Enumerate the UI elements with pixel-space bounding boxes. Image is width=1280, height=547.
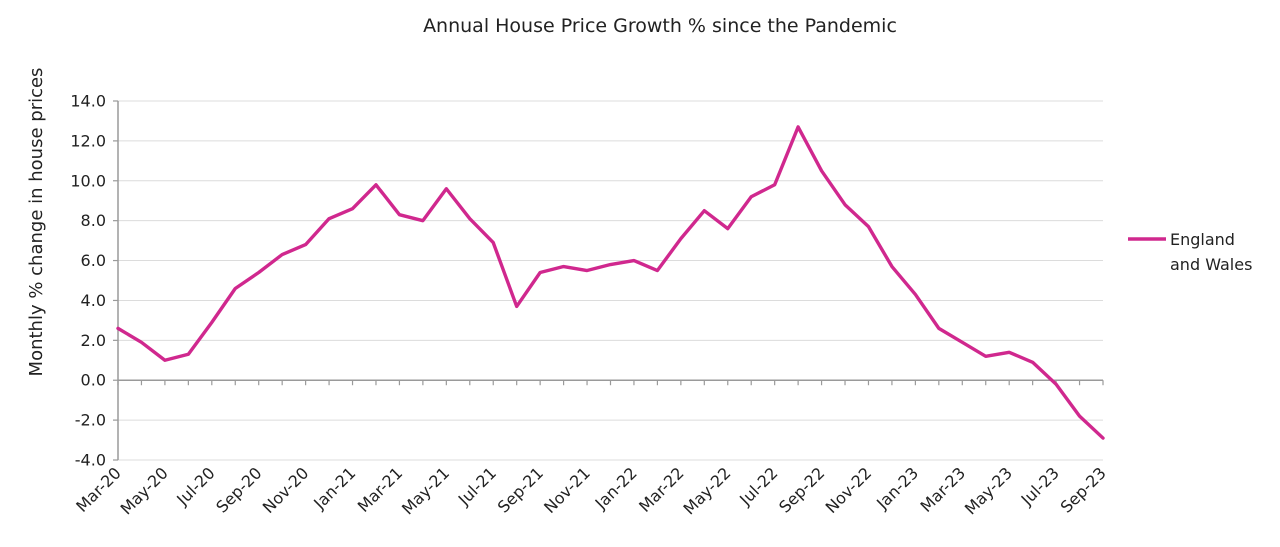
- x-tick-label: May-20: [117, 463, 172, 518]
- x-tick-label: Mar-22: [635, 463, 688, 516]
- y-tick-label: 2.0: [81, 331, 106, 350]
- y-tick-label: 8.0: [81, 211, 106, 230]
- x-tick-label: Mar-23: [917, 463, 970, 516]
- x-tick-label: Mar-20: [72, 463, 125, 516]
- axes: [117, 101, 1103, 460]
- x-tick-label: Jan-22: [591, 463, 641, 513]
- x-tick-label: Jan-21: [309, 463, 359, 513]
- chart-title: Annual House Price Growth % since the Pa…: [423, 15, 897, 37]
- x-tick-label: Sep-21: [494, 463, 547, 516]
- y-tick-label: -2.0: [75, 411, 106, 430]
- y-tick-label: 6.0: [81, 251, 106, 270]
- x-tick-label: Sep-23: [1057, 463, 1110, 516]
- y-tick-label: 4.0: [81, 291, 106, 310]
- x-tick-label: May-23: [961, 463, 1016, 518]
- x-tick-label: Sep-20: [212, 463, 265, 516]
- x-tick-label: Nov-20: [259, 463, 313, 517]
- y-tick-label: 14.0: [70, 92, 106, 111]
- gridlines: [118, 100, 1103, 461]
- legend: England and Wales: [1128, 230, 1252, 274]
- x-tick-label: May-22: [679, 463, 734, 518]
- y-axis-title: Monthly % change in house prices: [26, 68, 47, 377]
- legend-label: England: [1170, 230, 1235, 249]
- y-tick-label: 10.0: [70, 171, 106, 190]
- legend-label: and Wales: [1170, 255, 1252, 274]
- x-tick-label: May-21: [398, 463, 453, 518]
- x-tick-label: Nov-21: [540, 463, 594, 517]
- x-tick-label: Nov-22: [822, 463, 876, 517]
- y-tick-label: 0.0: [81, 371, 106, 390]
- x-tick-label: Sep-22: [775, 463, 828, 516]
- x-tick-label: Jan-23: [872, 463, 922, 513]
- y-axis-ticks: -4.0 -2.0 0.0 2.0 4.0 6.0 8.0 10.0 12.0 14.0: [70, 92, 118, 470]
- series-layer: [116, 125, 1105, 440]
- y-tick-label: -4.0: [75, 451, 106, 470]
- y-tick-label: 12.0: [70, 131, 106, 150]
- x-tick-label: Mar-21: [354, 463, 407, 516]
- series-line-england-and-wales: [116, 125, 1105, 440]
